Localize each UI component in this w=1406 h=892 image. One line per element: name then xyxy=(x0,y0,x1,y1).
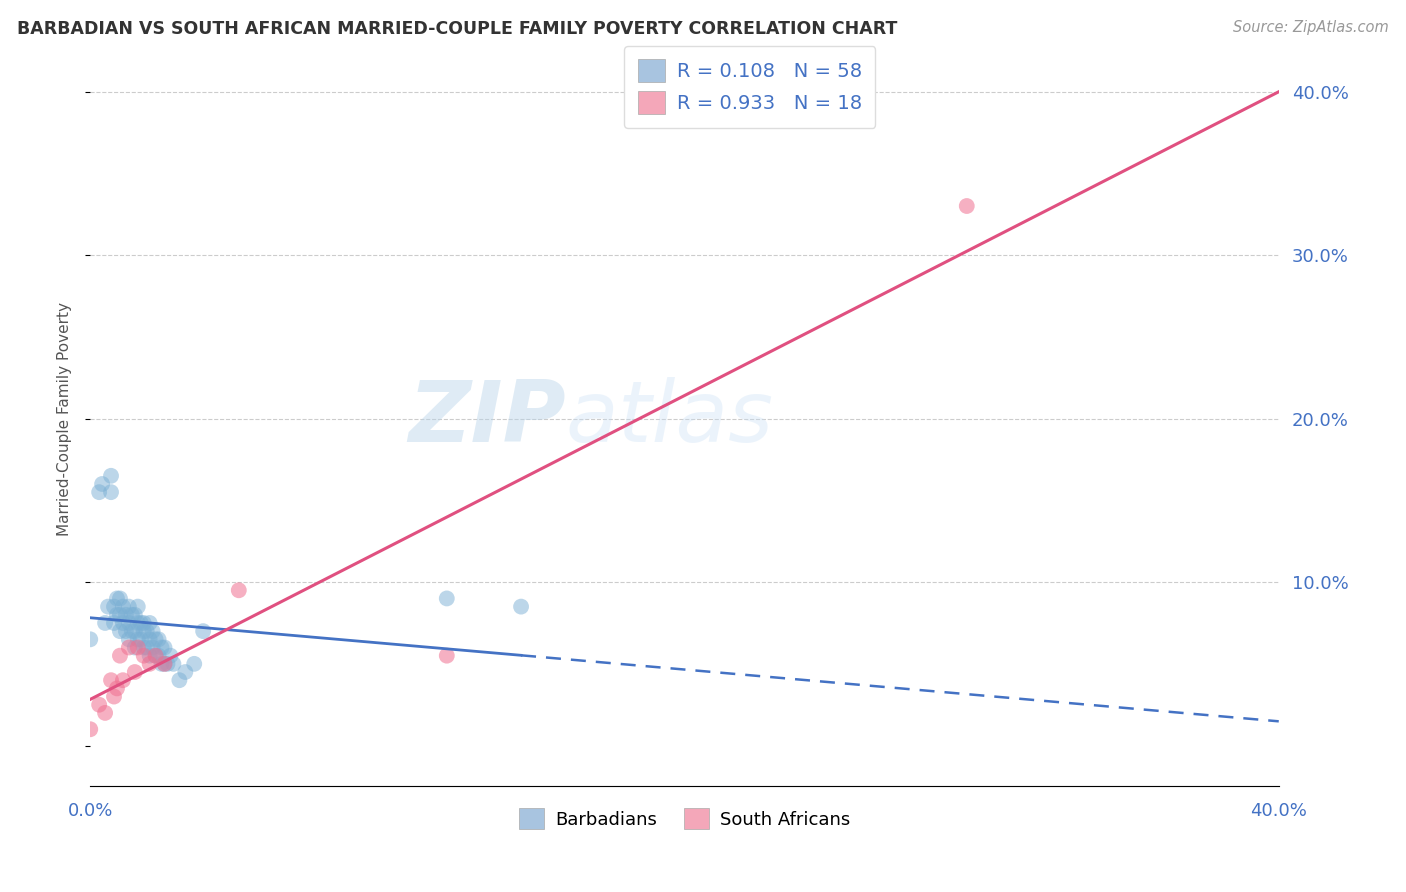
Point xyxy=(135,624,157,639)
Point xyxy=(118,599,141,614)
Point xyxy=(118,615,141,630)
Point xyxy=(159,648,181,663)
Point xyxy=(100,485,122,500)
Point xyxy=(91,477,114,491)
Point xyxy=(127,632,149,647)
Point xyxy=(191,624,214,639)
Point xyxy=(132,615,155,630)
Point xyxy=(105,607,128,622)
Point xyxy=(103,690,125,704)
Point xyxy=(79,632,101,647)
Point xyxy=(118,632,141,647)
Point xyxy=(94,706,117,720)
Point xyxy=(121,607,143,622)
Point xyxy=(145,632,167,647)
Point xyxy=(153,640,176,655)
Point xyxy=(148,648,170,663)
Point xyxy=(169,673,191,688)
Point xyxy=(100,673,122,688)
Point xyxy=(145,648,167,663)
Point xyxy=(132,648,155,663)
Point xyxy=(127,615,149,630)
Point xyxy=(115,607,138,622)
Point xyxy=(150,640,173,655)
Point xyxy=(108,591,131,606)
Point xyxy=(132,640,155,655)
Point xyxy=(510,599,533,614)
Point xyxy=(108,648,131,663)
Point xyxy=(956,199,979,213)
Point xyxy=(153,657,176,671)
Point xyxy=(127,599,149,614)
Legend: Barbadians, South Africans: Barbadians, South Africans xyxy=(512,801,858,837)
Point xyxy=(115,624,138,639)
Point xyxy=(174,665,197,679)
Point xyxy=(150,657,173,671)
Text: BARBADIAN VS SOUTH AFRICAN MARRIED-COUPLE FAMILY POVERTY CORRELATION CHART: BARBADIAN VS SOUTH AFRICAN MARRIED-COUPL… xyxy=(17,20,897,37)
Point xyxy=(153,657,176,671)
Point xyxy=(100,468,122,483)
Point xyxy=(138,648,160,663)
Point xyxy=(132,624,155,639)
Point xyxy=(97,599,120,614)
Point xyxy=(145,648,167,663)
Point xyxy=(111,615,134,630)
Y-axis label: Married-Couple Family Poverty: Married-Couple Family Poverty xyxy=(58,301,72,535)
Point xyxy=(138,632,160,647)
Point xyxy=(228,583,250,598)
Point xyxy=(118,640,141,655)
Point xyxy=(89,698,111,712)
Point xyxy=(129,632,152,647)
Point xyxy=(436,648,458,663)
Text: Source: ZipAtlas.com: Source: ZipAtlas.com xyxy=(1233,20,1389,35)
Point xyxy=(142,640,165,655)
Point xyxy=(124,665,146,679)
Point xyxy=(135,640,157,655)
Point xyxy=(162,657,184,671)
Point xyxy=(127,640,149,655)
Point xyxy=(156,657,179,671)
Point xyxy=(103,599,125,614)
Point xyxy=(124,640,146,655)
Point xyxy=(94,615,117,630)
Point xyxy=(436,591,458,606)
Point xyxy=(79,723,101,737)
Point xyxy=(124,624,146,639)
Point xyxy=(108,607,131,622)
Text: atlas: atlas xyxy=(565,377,773,460)
Point xyxy=(142,624,165,639)
Point xyxy=(103,615,125,630)
Point xyxy=(124,607,146,622)
Point xyxy=(105,681,128,696)
Point xyxy=(111,599,134,614)
Point xyxy=(129,615,152,630)
Point xyxy=(111,673,134,688)
Point xyxy=(183,657,205,671)
Point xyxy=(89,485,111,500)
Point xyxy=(138,657,160,671)
Point xyxy=(138,615,160,630)
Point xyxy=(105,591,128,606)
Point xyxy=(108,624,131,639)
Point xyxy=(121,624,143,639)
Point xyxy=(148,632,170,647)
Text: ZIP: ZIP xyxy=(408,377,565,460)
